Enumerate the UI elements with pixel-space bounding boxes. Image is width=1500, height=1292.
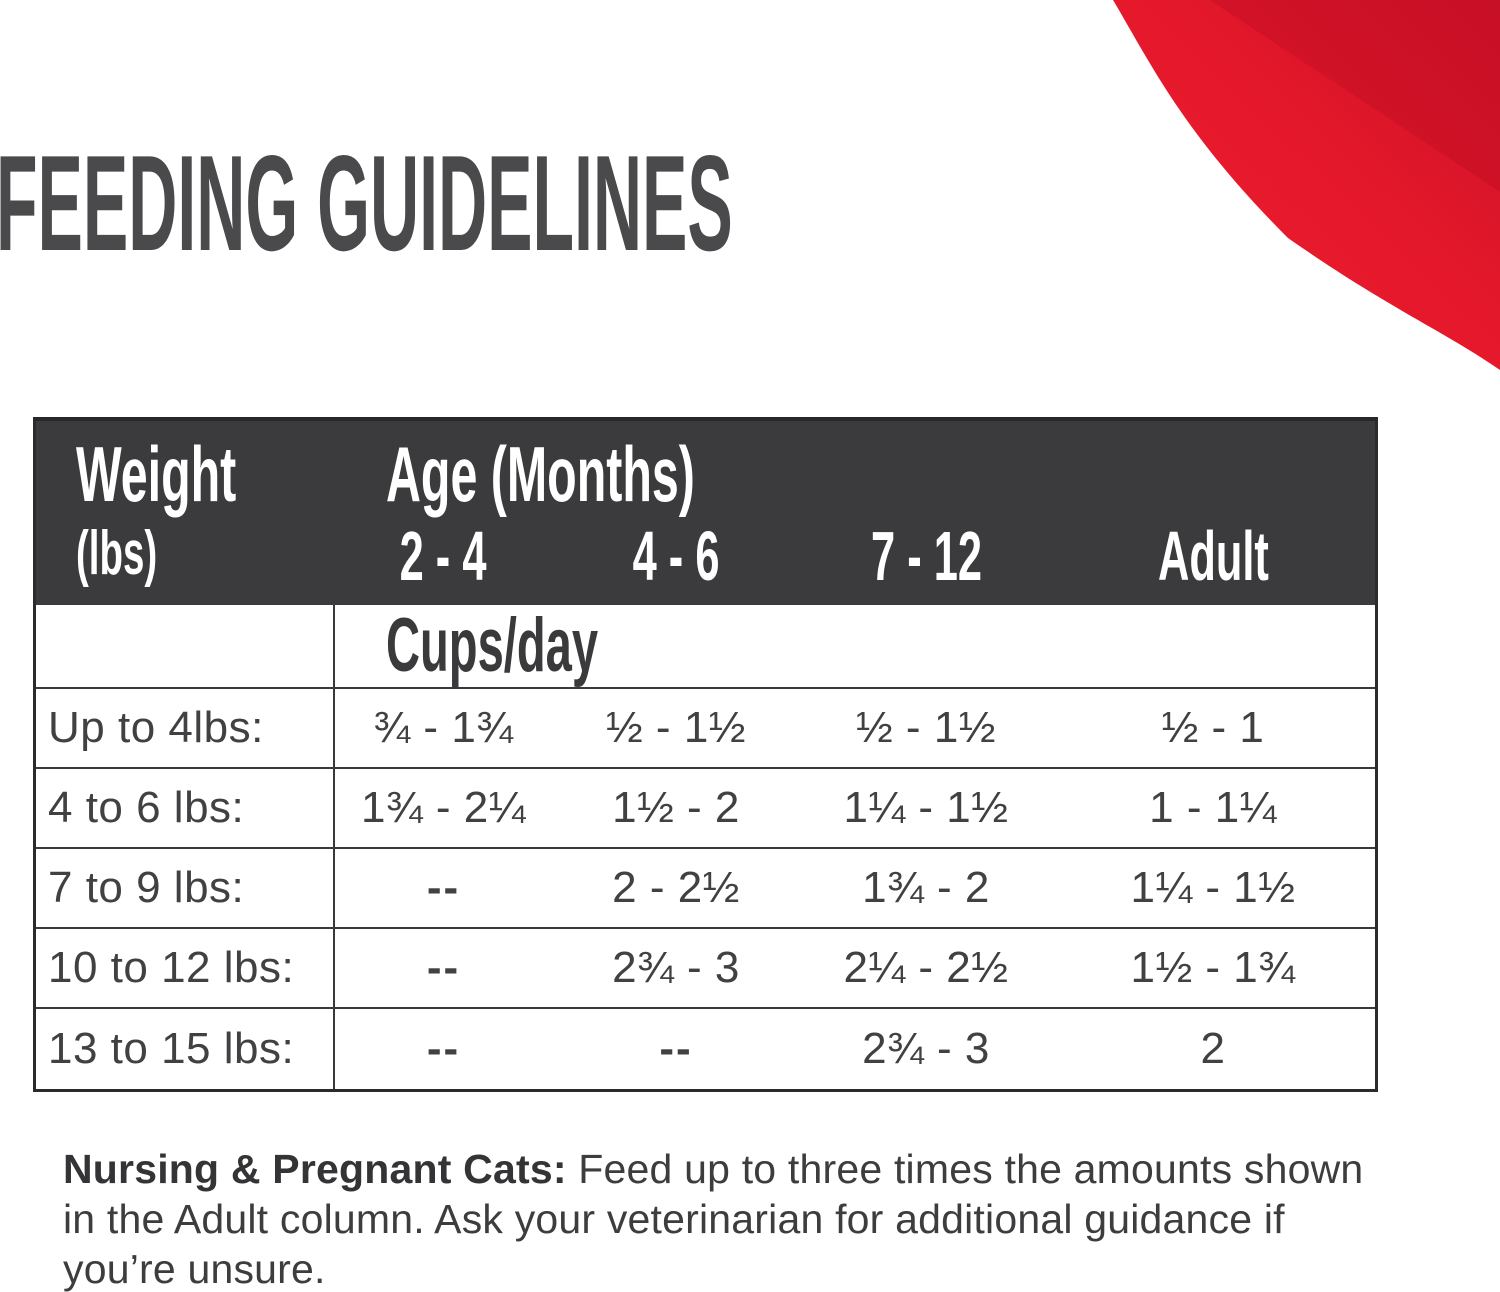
row-weight-label: 10 to 12 lbs: xyxy=(48,943,295,992)
column-header-age-2-4: 2 - 4 xyxy=(400,517,487,595)
row-value: 1 - 1¼ xyxy=(1149,783,1277,832)
row-value: ½ - 1½ xyxy=(856,703,996,752)
red-swoosh-decoration xyxy=(1113,0,1500,370)
row-value: ¾ - 1¾ xyxy=(373,703,514,752)
column-header-weight-units: (lbs) xyxy=(76,519,158,588)
row-value: 2 xyxy=(1200,1024,1226,1073)
row-weight-label: 7 to 9 lbs: xyxy=(48,863,245,912)
row-value: 2¾ - 3 xyxy=(612,943,740,992)
row-value: -- xyxy=(426,1024,461,1073)
table-row: 4 to 6 lbs: 1¾ - 2¼ 1½ - 2 1¼ - 1½ 1 - 1… xyxy=(36,769,1375,849)
table-body: Cups/day Up to 4lbs: ¾ - 1¾ ½ - 1½ ½ - 1… xyxy=(36,605,1375,1089)
age-subcolumns: 2 - 4 4 - 6 7 - 12 Adult xyxy=(36,521,1375,591)
column-header-age-7-12: 7 - 12 xyxy=(870,517,982,595)
row-value: 1½ - 2 xyxy=(612,783,740,832)
feeding-guidelines-table: Weight (lbs) Age (Months) 2 - 4 4 - 6 7 … xyxy=(33,417,1378,1092)
units-row: Cups/day xyxy=(36,605,1375,689)
row-value: 2 - 2½ xyxy=(612,863,740,912)
table-header: Weight (lbs) Age (Months) 2 - 4 4 - 6 7 … xyxy=(36,421,1375,605)
units-label: Cups/day xyxy=(386,603,599,688)
table-row: Up to 4lbs: ¾ - 1¾ ½ - 1½ ½ - 1½ ½ - 1 xyxy=(36,689,1375,769)
row-value: -- xyxy=(426,943,461,992)
nursing-pregnant-note: Nursing & Pregnant Cats: Feed up to thre… xyxy=(63,1144,1393,1292)
row-value: ½ - 1½ xyxy=(606,703,746,752)
column-header-weight: Weight xyxy=(76,430,237,518)
row-value: 1¼ - 1½ xyxy=(843,783,1009,832)
table-row: 10 to 12 lbs: -- 2¾ - 3 2¼ - 2½ 1½ - 1¾ xyxy=(36,929,1375,1009)
row-weight-label: 13 to 15 lbs: xyxy=(48,1024,295,1073)
header-spacer xyxy=(36,521,336,591)
column-header-adult: Adult xyxy=(1157,517,1269,595)
table-row: 13 to 15 lbs: -- -- 2¾ - 3 2 xyxy=(36,1009,1375,1089)
row-value: ½ - 1 xyxy=(1161,703,1265,752)
nursing-pregnant-note-body: Feed up to three times the amounts shown… xyxy=(63,1146,1364,1292)
row-value: 2¾ - 3 xyxy=(862,1024,990,1073)
row-weight-label: 4 to 6 lbs: xyxy=(48,783,245,832)
row-value: 1¾ - 2 xyxy=(862,863,990,912)
column-header-age: Age (Months) xyxy=(386,430,695,518)
nursing-pregnant-note-lead: Nursing & Pregnant Cats: xyxy=(63,1146,567,1192)
column-divider xyxy=(333,605,335,1089)
row-value: -- xyxy=(659,1024,693,1073)
column-header-age-4-6: 4 - 6 xyxy=(632,517,720,595)
row-value: -- xyxy=(426,863,461,912)
row-value: 1½ - 1¾ xyxy=(1130,943,1296,992)
row-value: 1¼ - 1½ xyxy=(1130,863,1296,912)
row-value: 2¼ - 2½ xyxy=(843,943,1009,992)
table-row: 7 to 9 lbs: -- 2 - 2½ 1¾ - 2 1¼ - 1½ xyxy=(36,849,1375,929)
row-value: 1¾ - 2¼ xyxy=(361,783,526,832)
row-weight-label: Up to 4lbs: xyxy=(48,703,264,752)
page-title: FEEDING GUIDELINES xyxy=(0,127,733,279)
